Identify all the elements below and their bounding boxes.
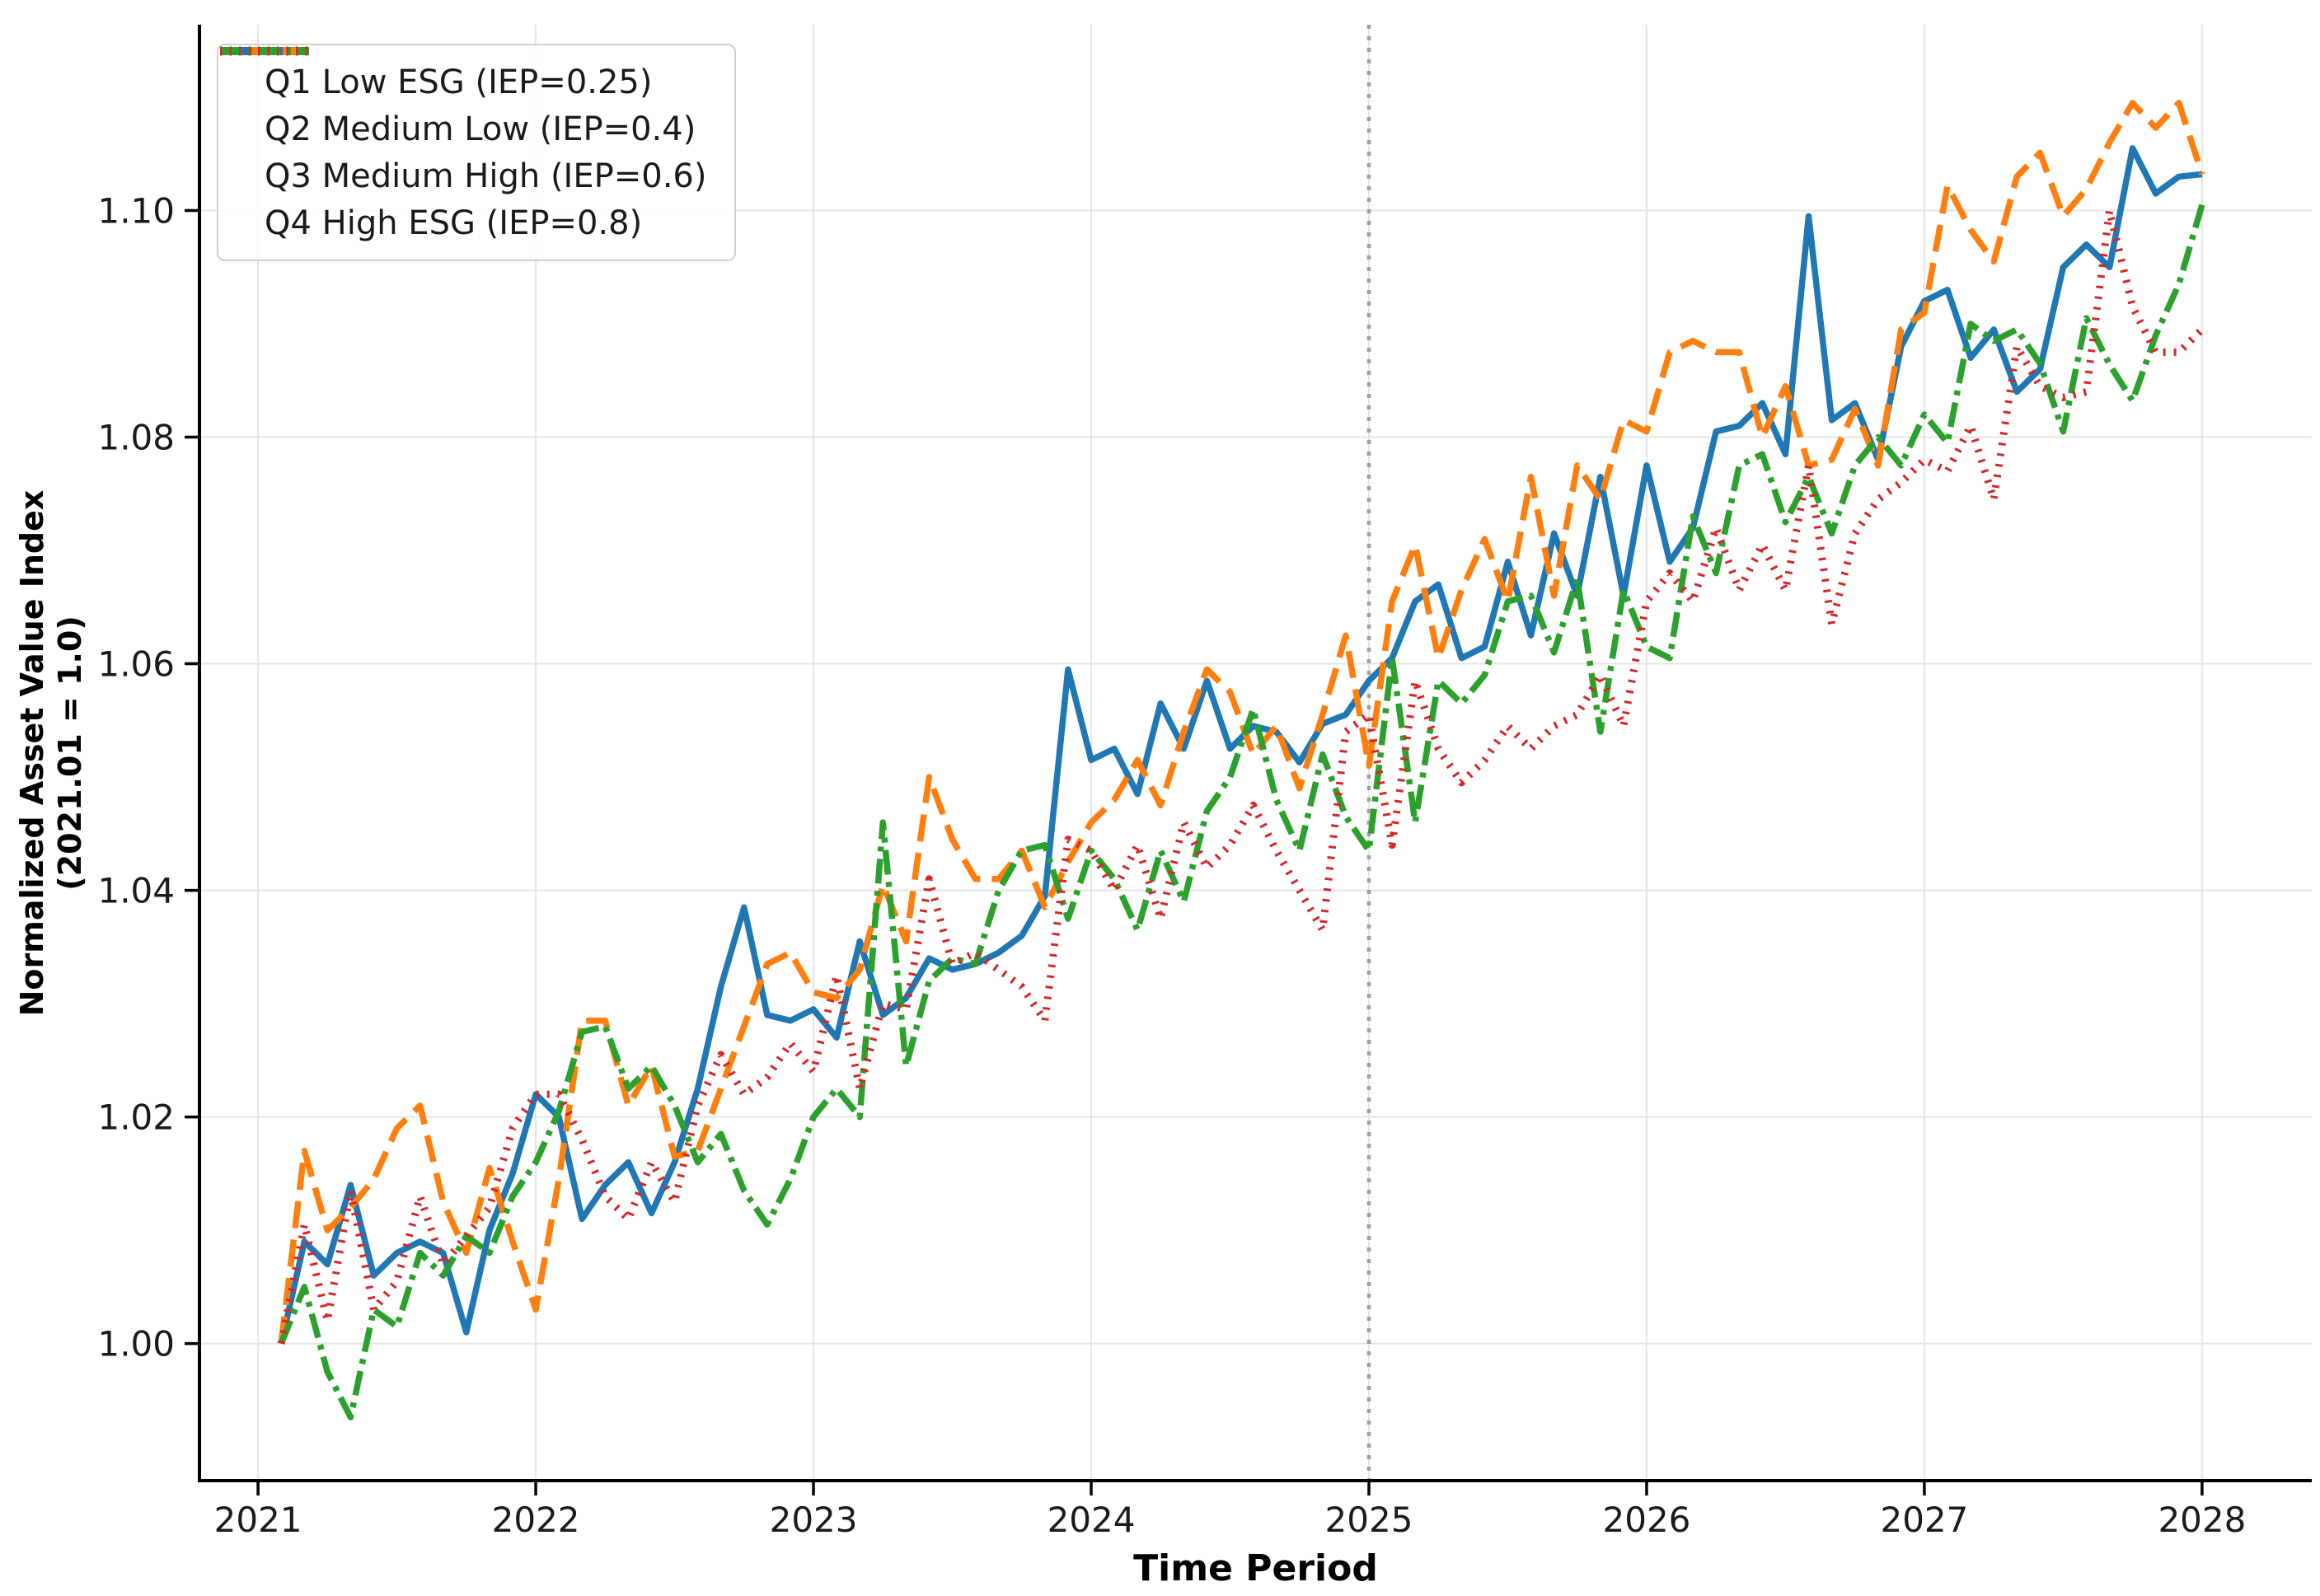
legend-item-q3: Q3 Medium High (IEP=0.6) xyxy=(220,47,707,199)
y-tick-label: 1.02 xyxy=(97,1098,175,1138)
legend-label-q1: Q1 Low ESG (IEP=0.25) xyxy=(265,63,653,101)
x-tick-label: 2028 xyxy=(2158,1500,2246,1540)
y-axis-title-line2: (2021.01 = 1.0) xyxy=(52,615,88,891)
series-line-q2 xyxy=(278,100,2205,1345)
series-line-q1 xyxy=(278,145,2203,1345)
x-tick-label: 2026 xyxy=(1603,1500,1691,1540)
legend-label-q4: Q4 High ESG (IEP=0.8) xyxy=(265,204,643,242)
x-tick-label: 2022 xyxy=(492,1500,580,1540)
y-tick-label: 1.08 xyxy=(97,418,175,458)
legend-label-q3: Q3 Medium High (IEP=0.6) xyxy=(265,157,707,195)
legend-swatch-q3 xyxy=(220,47,309,55)
legend-item-q4: Q4 High ESG (IEP=0.8) xyxy=(220,46,706,246)
y-axis-title-line1: Normalized Asset Value Index xyxy=(14,489,50,1016)
legend: Q1 Low ESG (IEP=0.25) Q2 Medium Low (IEP=… xyxy=(217,44,737,261)
legend-label-q2: Q2 Medium Low (IEP=0.4) xyxy=(265,110,696,148)
legend-swatch-q4 xyxy=(220,46,309,56)
x-tick-label: 2025 xyxy=(1325,1500,1413,1540)
y-tick-label: 1.06 xyxy=(97,644,175,685)
x-tick-label: 2024 xyxy=(1048,1500,1136,1540)
series-line-q3 xyxy=(278,204,2205,1420)
y-tick-label: 1.10 xyxy=(97,191,175,232)
legend-item-q2: Q2 Medium Low (IEP=0.4) xyxy=(220,47,706,152)
legend-item-q1: Q1 Low ESG (IEP=0.25) xyxy=(220,47,706,105)
x-axis-title: Time Period xyxy=(1133,1547,1378,1589)
x-tick-label: 2027 xyxy=(1880,1500,1968,1540)
y-axis-title: Normalized Asset Value Index (2021.01 = … xyxy=(13,489,89,1016)
y-tick-label: 1.04 xyxy=(97,871,175,911)
y-tick-label: 1.00 xyxy=(97,1324,175,1364)
x-tick-label: 2021 xyxy=(214,1500,302,1540)
x-tick-label: 2023 xyxy=(770,1500,858,1540)
